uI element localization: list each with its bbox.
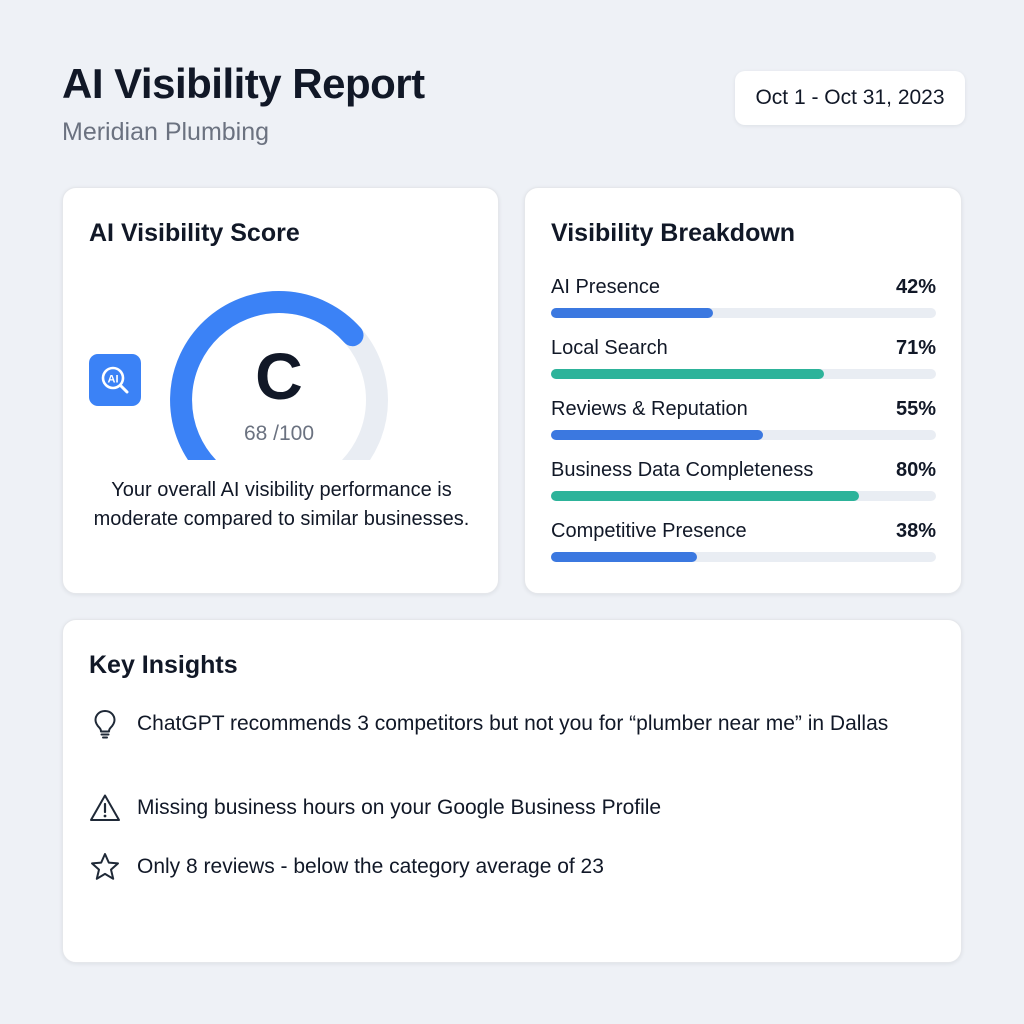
insights-card: Key Insights ChatGPT recommends 3 compet… xyxy=(62,619,962,963)
progress-fill xyxy=(551,369,825,379)
score-gauge: C 68 /100 xyxy=(159,280,399,460)
breakdown-value: 71% xyxy=(895,337,936,359)
progress-fill xyxy=(551,308,713,318)
breakdown-label: Business Data Completeness xyxy=(551,459,814,481)
lightbulb-icon xyxy=(89,708,121,740)
date-range-button[interactable]: Oct 1 - Oct 31, 2023 xyxy=(735,71,965,125)
insight-text: Only 8 reviews - below the category aver… xyxy=(137,855,604,878)
star-icon xyxy=(89,851,121,883)
grade-letter: C xyxy=(255,339,303,413)
breakdown-row-reviews: Reviews & Reputation 55% xyxy=(551,398,936,448)
breakdown-label: Reviews & Reputation xyxy=(551,398,748,420)
breakdown-card-title: Visibility Breakdown xyxy=(551,219,796,247)
insight-text: ChatGPT recommends 3 competitors but not… xyxy=(137,712,889,735)
breakdown-label: Local Search xyxy=(551,337,668,359)
breakdown-row-local-search: Local Search 71% xyxy=(551,337,936,387)
progress-track xyxy=(551,491,936,501)
breakdown-row-ai-presence: AI Presence 42% xyxy=(551,276,936,326)
breakdown-card: Visibility Breakdown AI Presence 42% Loc… xyxy=(524,187,962,594)
breakdown-value: 42% xyxy=(895,276,936,298)
progress-fill xyxy=(551,552,698,562)
warning-icon xyxy=(89,792,121,824)
score-card-title: AI Visibility Score xyxy=(89,219,300,247)
breakdown-label: AI Presence xyxy=(551,276,660,298)
gauge-fill xyxy=(170,291,364,460)
breakdown-value: 80% xyxy=(895,459,936,481)
progress-fill xyxy=(551,491,859,501)
breakdown-value: 38% xyxy=(895,520,936,542)
progress-track xyxy=(551,369,936,379)
score-description: Your overall AI visibility performance i… xyxy=(93,479,470,530)
business-name: Meridian Plumbing xyxy=(62,118,270,146)
insight-text: Missing business hours on your Google Bu… xyxy=(137,796,662,819)
score-value: 68 /100 xyxy=(243,422,315,445)
progress-track xyxy=(551,552,936,562)
score-card: AI Visibility Score AI C 68 /100 Your ov… xyxy=(62,187,499,594)
progress-track xyxy=(551,308,936,318)
ai-search-icon: AI xyxy=(89,354,141,406)
breakdown-row-business-data: Business Data Completeness 80% xyxy=(551,459,936,509)
progress-track xyxy=(551,430,936,440)
breakdown-value: 55% xyxy=(895,398,936,420)
progress-fill xyxy=(551,430,763,440)
page-title: AI Visibility Report xyxy=(62,60,425,107)
svg-text:AI: AI xyxy=(108,374,119,386)
breakdown-row-competitive: Competitive Presence 38% xyxy=(551,520,936,570)
breakdown-label: Competitive Presence xyxy=(551,520,747,542)
insights-card-title: Key Insights xyxy=(89,651,238,679)
